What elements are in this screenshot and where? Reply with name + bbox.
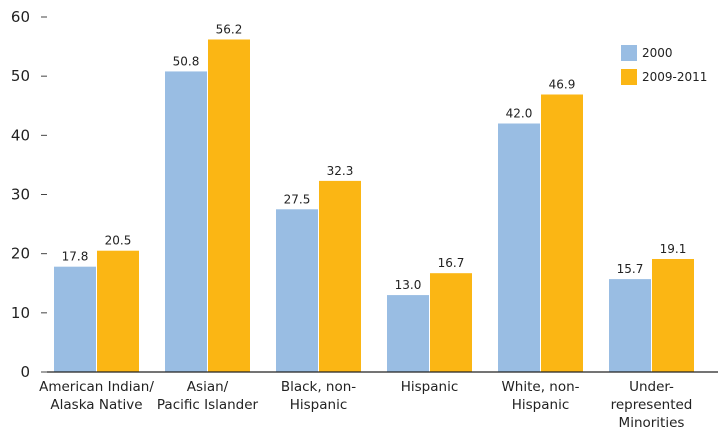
legend-label: 2009-2011: [642, 70, 707, 84]
data-label: 42.0: [506, 107, 533, 121]
y-tick-label: 50: [11, 67, 30, 85]
y-tick-label: 40: [11, 126, 30, 144]
data-label: 20.5: [105, 234, 132, 248]
legend-swatch: [621, 69, 637, 85]
x-category-label-line: represented: [611, 397, 693, 413]
bar-2009-2011: [430, 273, 472, 372]
legend-label: 2000: [642, 46, 673, 60]
x-category-label-line: Hispanic: [401, 379, 459, 395]
y-tick-label: 20: [11, 245, 30, 263]
x-category-label-line: Minorities: [619, 415, 685, 431]
legend-swatch: [621, 45, 637, 61]
x-category-label: Black, non- Hispanic: [281, 379, 356, 413]
bar-2000: [609, 279, 651, 372]
bar-2000: [276, 209, 318, 372]
bar-2000: [54, 266, 96, 372]
bar-2000: [165, 71, 207, 372]
data-label: 16.7: [438, 256, 465, 270]
bar-2009-2011: [319, 180, 361, 372]
x-category-label: Under-represented Minorities: [611, 379, 693, 431]
legend: 2000 2009-2011: [621, 45, 707, 85]
x-category-label-line: Pacific Islander: [157, 397, 259, 413]
data-label: 15.7: [617, 262, 644, 276]
data-label: 17.8: [62, 250, 89, 264]
bar-2009-2011: [652, 258, 694, 372]
x-category-label-line: Alaska Native: [50, 397, 142, 413]
x-axis: American Indian/Alaska NativeAsian/Pacif…: [39, 371, 718, 431]
x-category-label: Hispanic: [401, 379, 459, 395]
x-category-label: American Indian/Alaska Native: [39, 379, 154, 413]
data-label: 56.2: [216, 22, 243, 36]
x-category-label: Asian/Pacific Islander: [157, 379, 259, 413]
x-category-label-line: Black, non-: [281, 379, 356, 395]
x-category-label-line: White, non-: [501, 379, 579, 395]
bar-2009-2011: [208, 39, 250, 372]
data-label: 19.1: [660, 242, 687, 256]
y-axis: 0 10 20 30 40 50 60: [11, 8, 47, 381]
data-label: 13.0: [395, 278, 422, 292]
y-tick-label: 0: [20, 363, 30, 381]
data-label: 27.5: [284, 192, 311, 206]
bar-2009-2011: [97, 250, 139, 372]
x-category-label: White, non- Hispanic: [501, 379, 579, 413]
bar-2009-2011: [541, 94, 583, 372]
data-labels: 17.8 20.5 50.8 56.2 27.5 32.3 13.0 16.7 42.0 46.9…: [62, 22, 687, 292]
data-label: 32.3: [327, 164, 354, 178]
x-category-label-line: American Indian/: [39, 379, 154, 395]
x-category-label-line: Asian/: [187, 379, 229, 395]
y-tick-label: 10: [11, 304, 30, 322]
y-tick-label: 30: [11, 186, 30, 204]
x-category-label-line: Hispanic: [512, 397, 570, 413]
bars: [54, 39, 694, 372]
bar-2000: [387, 295, 429, 372]
x-category-label-line: Hispanic: [290, 397, 348, 413]
data-label: 46.9: [549, 78, 576, 92]
data-label: 50.8: [173, 54, 200, 68]
bar-2000: [498, 123, 540, 372]
y-tick-label: 60: [11, 8, 30, 26]
x-category-label-line: Under-: [629, 379, 674, 395]
